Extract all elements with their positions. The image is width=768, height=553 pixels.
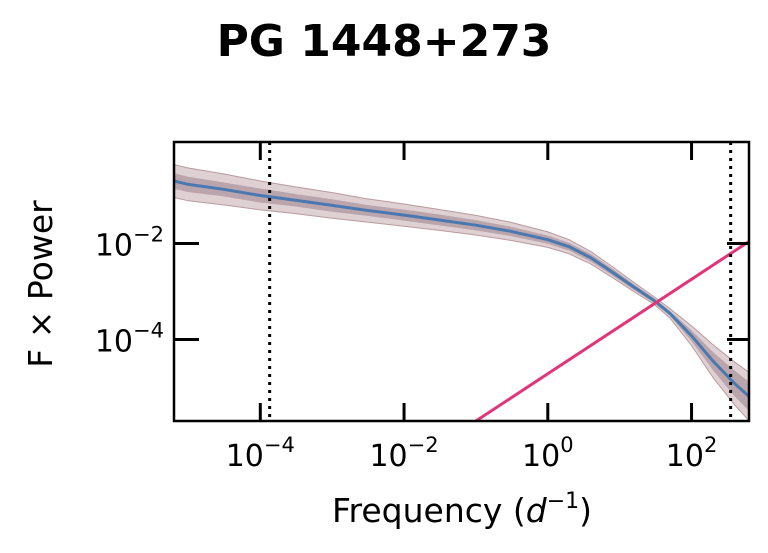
series-0-line bbox=[174, 179, 749, 398]
y-axis-ticks: 10−4 10−2 bbox=[95, 222, 749, 359]
x-tick-label-2: 100 bbox=[522, 433, 574, 474]
x-tick-label-3: 102 bbox=[666, 433, 718, 474]
series-1-line bbox=[475, 240, 749, 421]
chart-title: PG 1448+273 bbox=[217, 16, 552, 67]
x-axis-label-text: Frequency ( bbox=[332, 491, 526, 530]
series-0-outer-band bbox=[174, 164, 749, 421]
uncertainty-bands bbox=[174, 164, 749, 421]
plot-frame bbox=[172, 140, 751, 423]
x-axis-ticks: 10−4 10−2 100 102 bbox=[226, 142, 718, 474]
series-lines bbox=[174, 179, 749, 421]
y-tick-label-1: 10−2 bbox=[95, 222, 164, 263]
series-0-inner-band bbox=[174, 173, 749, 411]
x-tick-label-1: 10−2 bbox=[369, 433, 438, 474]
y-axis-label: F × Power bbox=[21, 200, 60, 368]
reference-lines bbox=[268, 142, 733, 421]
x-axis-label: Frequency (d−1) bbox=[332, 489, 592, 530]
x-tick-label-0: 10−4 bbox=[226, 433, 295, 474]
x-axis-label-unit: d bbox=[526, 491, 548, 530]
x-axis-label-exponent: −1 bbox=[547, 489, 579, 514]
y-tick-label-0: 10−4 bbox=[95, 318, 164, 359]
x-axis-label-close: ) bbox=[579, 491, 592, 530]
